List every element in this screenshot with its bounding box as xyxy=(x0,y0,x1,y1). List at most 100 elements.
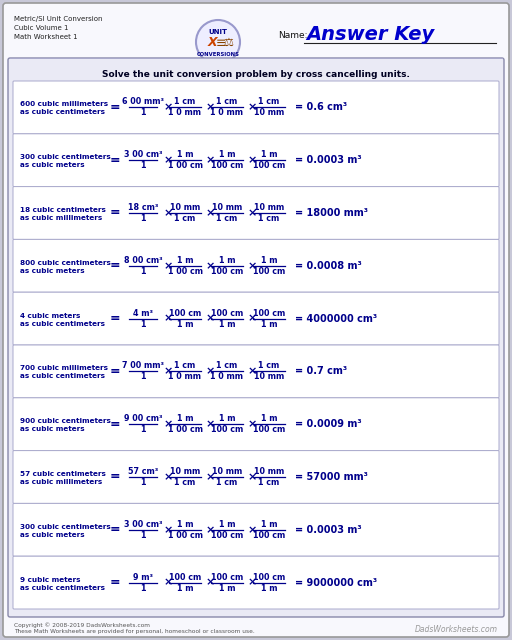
Text: 1 00 cm: 1 00 cm xyxy=(167,161,203,170)
Text: CONVERSIONS: CONVERSIONS xyxy=(197,51,240,56)
Text: as cubic centimeters: as cubic centimeters xyxy=(20,321,105,326)
Text: ⚖: ⚖ xyxy=(223,38,233,48)
Text: 1 cm: 1 cm xyxy=(175,97,196,106)
Text: 1 m: 1 m xyxy=(219,520,235,529)
Text: 1 0 mm: 1 0 mm xyxy=(210,372,244,381)
Text: ×: × xyxy=(205,525,215,535)
Text: ×: × xyxy=(163,260,173,271)
Text: 1 cm: 1 cm xyxy=(175,362,196,371)
FancyBboxPatch shape xyxy=(13,187,499,239)
FancyBboxPatch shape xyxy=(13,134,499,187)
Text: 10 mm: 10 mm xyxy=(170,467,200,476)
FancyBboxPatch shape xyxy=(13,292,499,345)
Text: 100 cm: 100 cm xyxy=(211,161,243,170)
Text: 1 m: 1 m xyxy=(219,584,235,593)
Text: =: = xyxy=(110,312,120,325)
Text: as cubic meters: as cubic meters xyxy=(20,532,84,538)
Text: 1 m: 1 m xyxy=(177,319,193,328)
Text: 1 cm: 1 cm xyxy=(217,214,238,223)
Text: 1 m: 1 m xyxy=(177,414,193,423)
Text: = 0.6 cm³: = 0.6 cm³ xyxy=(295,102,347,113)
Text: 1: 1 xyxy=(140,478,146,487)
Text: 9 00 cm³: 9 00 cm³ xyxy=(124,414,162,423)
Text: =: = xyxy=(110,365,120,378)
Text: = 57000 mm³: = 57000 mm³ xyxy=(295,472,368,482)
Text: = 0.0008 m³: = 0.0008 m³ xyxy=(295,260,362,271)
Text: as cubic meters: as cubic meters xyxy=(20,268,84,274)
Text: ×: × xyxy=(163,208,173,218)
Text: 1 m: 1 m xyxy=(177,150,193,159)
Text: ×: × xyxy=(205,366,215,376)
Text: 1: 1 xyxy=(140,584,146,593)
Text: 900 cubic centimeters: 900 cubic centimeters xyxy=(20,418,111,424)
Text: =: = xyxy=(110,470,120,483)
Text: 1 cm: 1 cm xyxy=(217,362,238,371)
Text: ×: × xyxy=(205,314,215,324)
Text: 3 00 cm³: 3 00 cm³ xyxy=(124,150,162,159)
Text: 100 cm: 100 cm xyxy=(211,267,243,276)
Text: = 0.0003 m³: = 0.0003 m³ xyxy=(295,156,361,165)
Text: UNIT: UNIT xyxy=(208,29,227,35)
Text: = 18000 mm³: = 18000 mm³ xyxy=(295,208,368,218)
Text: 100 cm: 100 cm xyxy=(253,425,285,434)
Text: ≡: ≡ xyxy=(216,36,226,49)
Text: 100 cm: 100 cm xyxy=(211,308,243,317)
Text: 1 cm: 1 cm xyxy=(259,478,280,487)
Text: ×: × xyxy=(163,366,173,376)
Text: ×: × xyxy=(247,578,257,588)
Text: 300 cubic centimeters: 300 cubic centimeters xyxy=(20,154,111,160)
Text: 10 mm: 10 mm xyxy=(212,467,242,476)
Text: 1 cm: 1 cm xyxy=(217,478,238,487)
Text: 10 mm: 10 mm xyxy=(170,203,200,212)
Text: Name:: Name: xyxy=(278,31,308,40)
Text: ×: × xyxy=(247,314,257,324)
Text: as cubic centimeters: as cubic centimeters xyxy=(20,109,105,115)
Circle shape xyxy=(196,20,240,64)
Text: 100 cm: 100 cm xyxy=(253,308,285,317)
Text: ×: × xyxy=(247,366,257,376)
Text: 1: 1 xyxy=(140,161,146,170)
Text: 1 m: 1 m xyxy=(177,256,193,265)
Text: ×: × xyxy=(247,260,257,271)
Text: 1 m: 1 m xyxy=(261,414,278,423)
Text: 4 m³: 4 m³ xyxy=(133,308,153,317)
Text: as cubic centimeters: as cubic centimeters xyxy=(20,584,105,591)
Text: These Math Worksheets are provided for personal, homeschool or classroom use.: These Math Worksheets are provided for p… xyxy=(14,629,255,634)
Text: ×: × xyxy=(205,472,215,482)
Text: 1 0 mm: 1 0 mm xyxy=(168,372,202,381)
Text: Math Worksheet 1: Math Worksheet 1 xyxy=(14,34,78,40)
Text: 10 mm: 10 mm xyxy=(254,108,284,117)
Text: 1 00 cm: 1 00 cm xyxy=(167,425,203,434)
Text: Solve the unit conversion problem by cross cancelling units.: Solve the unit conversion problem by cro… xyxy=(102,70,410,79)
Text: ×: × xyxy=(247,472,257,482)
Text: 1 00 cm: 1 00 cm xyxy=(167,267,203,276)
Text: 1 cm: 1 cm xyxy=(175,214,196,223)
Text: ×: × xyxy=(205,208,215,218)
Text: 1 cm: 1 cm xyxy=(175,478,196,487)
Text: 1 m: 1 m xyxy=(177,520,193,529)
Text: 1 m: 1 m xyxy=(261,256,278,265)
Text: 18 cm³: 18 cm³ xyxy=(128,203,158,212)
Text: ×: × xyxy=(205,156,215,165)
Text: ×: × xyxy=(163,156,173,165)
Text: 1 m: 1 m xyxy=(219,414,235,423)
Text: 1 m: 1 m xyxy=(261,584,278,593)
Text: =: = xyxy=(110,418,120,431)
Text: 1: 1 xyxy=(140,531,146,540)
Text: 9 cubic meters: 9 cubic meters xyxy=(20,577,80,582)
Text: 1 m: 1 m xyxy=(261,150,278,159)
Text: = 0.0009 m³: = 0.0009 m³ xyxy=(295,419,361,429)
Text: 600 cubic millimeters: 600 cubic millimeters xyxy=(20,101,108,108)
Text: 10 mm: 10 mm xyxy=(254,203,284,212)
Text: 6 00 mm³: 6 00 mm³ xyxy=(122,97,164,106)
Text: 1 cm: 1 cm xyxy=(217,97,238,106)
Text: 1: 1 xyxy=(140,425,146,434)
Text: 1: 1 xyxy=(140,372,146,381)
Text: 1 0 mm: 1 0 mm xyxy=(210,108,244,117)
Text: 1: 1 xyxy=(140,267,146,276)
Text: 100 cm: 100 cm xyxy=(253,531,285,540)
FancyBboxPatch shape xyxy=(13,398,499,451)
Text: 1 cm: 1 cm xyxy=(259,97,280,106)
Text: ×: × xyxy=(205,419,215,429)
Text: ×: × xyxy=(247,525,257,535)
